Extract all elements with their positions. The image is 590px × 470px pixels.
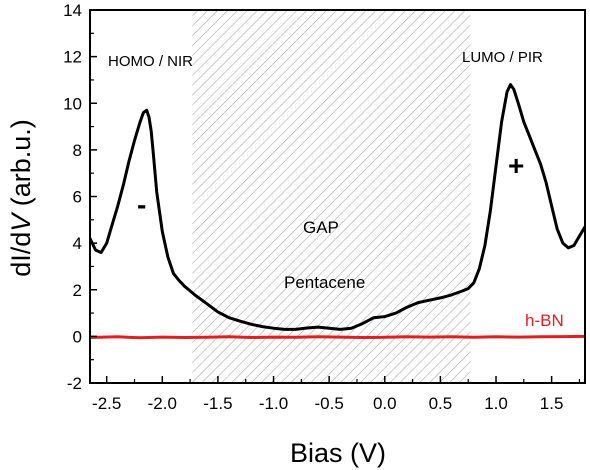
- x-tick-label: -1.0: [259, 394, 288, 413]
- y-axis-label-suffix: (arb.u.): [6, 119, 36, 214]
- lumo-label: LUMO / PIR: [462, 49, 543, 66]
- y-axis-label-prefix: dI/d: [6, 232, 36, 277]
- y-tick-label: -2: [67, 374, 82, 393]
- plus-sign: +: [508, 150, 524, 181]
- hbn-label: h-BN: [525, 311, 564, 330]
- y-tick-label: 14: [63, 1, 82, 20]
- x-tick-label: -2.5: [92, 394, 121, 413]
- y-tick-label: 0: [73, 327, 82, 346]
- x-tick-label: 0.0: [373, 394, 397, 413]
- minus-sign: -: [137, 189, 146, 220]
- y-tick-label: 6: [73, 188, 82, 207]
- y-tick-label: 2: [73, 281, 82, 300]
- hbn-curve: [90, 334, 585, 340]
- y-tick-label: 12: [63, 48, 82, 67]
- y-tick-label: 4: [73, 234, 82, 253]
- homo-label: HOMO / NIR: [108, 53, 193, 70]
- gap-label: GAP: [303, 218, 339, 237]
- y-axis-label: dI/dV (arb.u.): [6, 119, 36, 277]
- x-axis-label: Bias (V): [290, 438, 386, 468]
- x-tick-label: -0.5: [315, 394, 344, 413]
- y-tick-label: 10: [63, 94, 82, 113]
- pentacene-curve: [90, 83, 585, 331]
- x-tick-label: -2.0: [148, 394, 177, 413]
- x-tick-label: 1.0: [484, 394, 508, 413]
- pentacene-label: Pentacene: [284, 273, 365, 292]
- x-tick-label: 1.5: [540, 394, 564, 413]
- x-tick-label: 0.5: [429, 394, 453, 413]
- x-tick-label: -1.5: [203, 394, 232, 413]
- y-tick-label: 8: [73, 141, 82, 160]
- y-axis-label-italic: V: [6, 211, 36, 232]
